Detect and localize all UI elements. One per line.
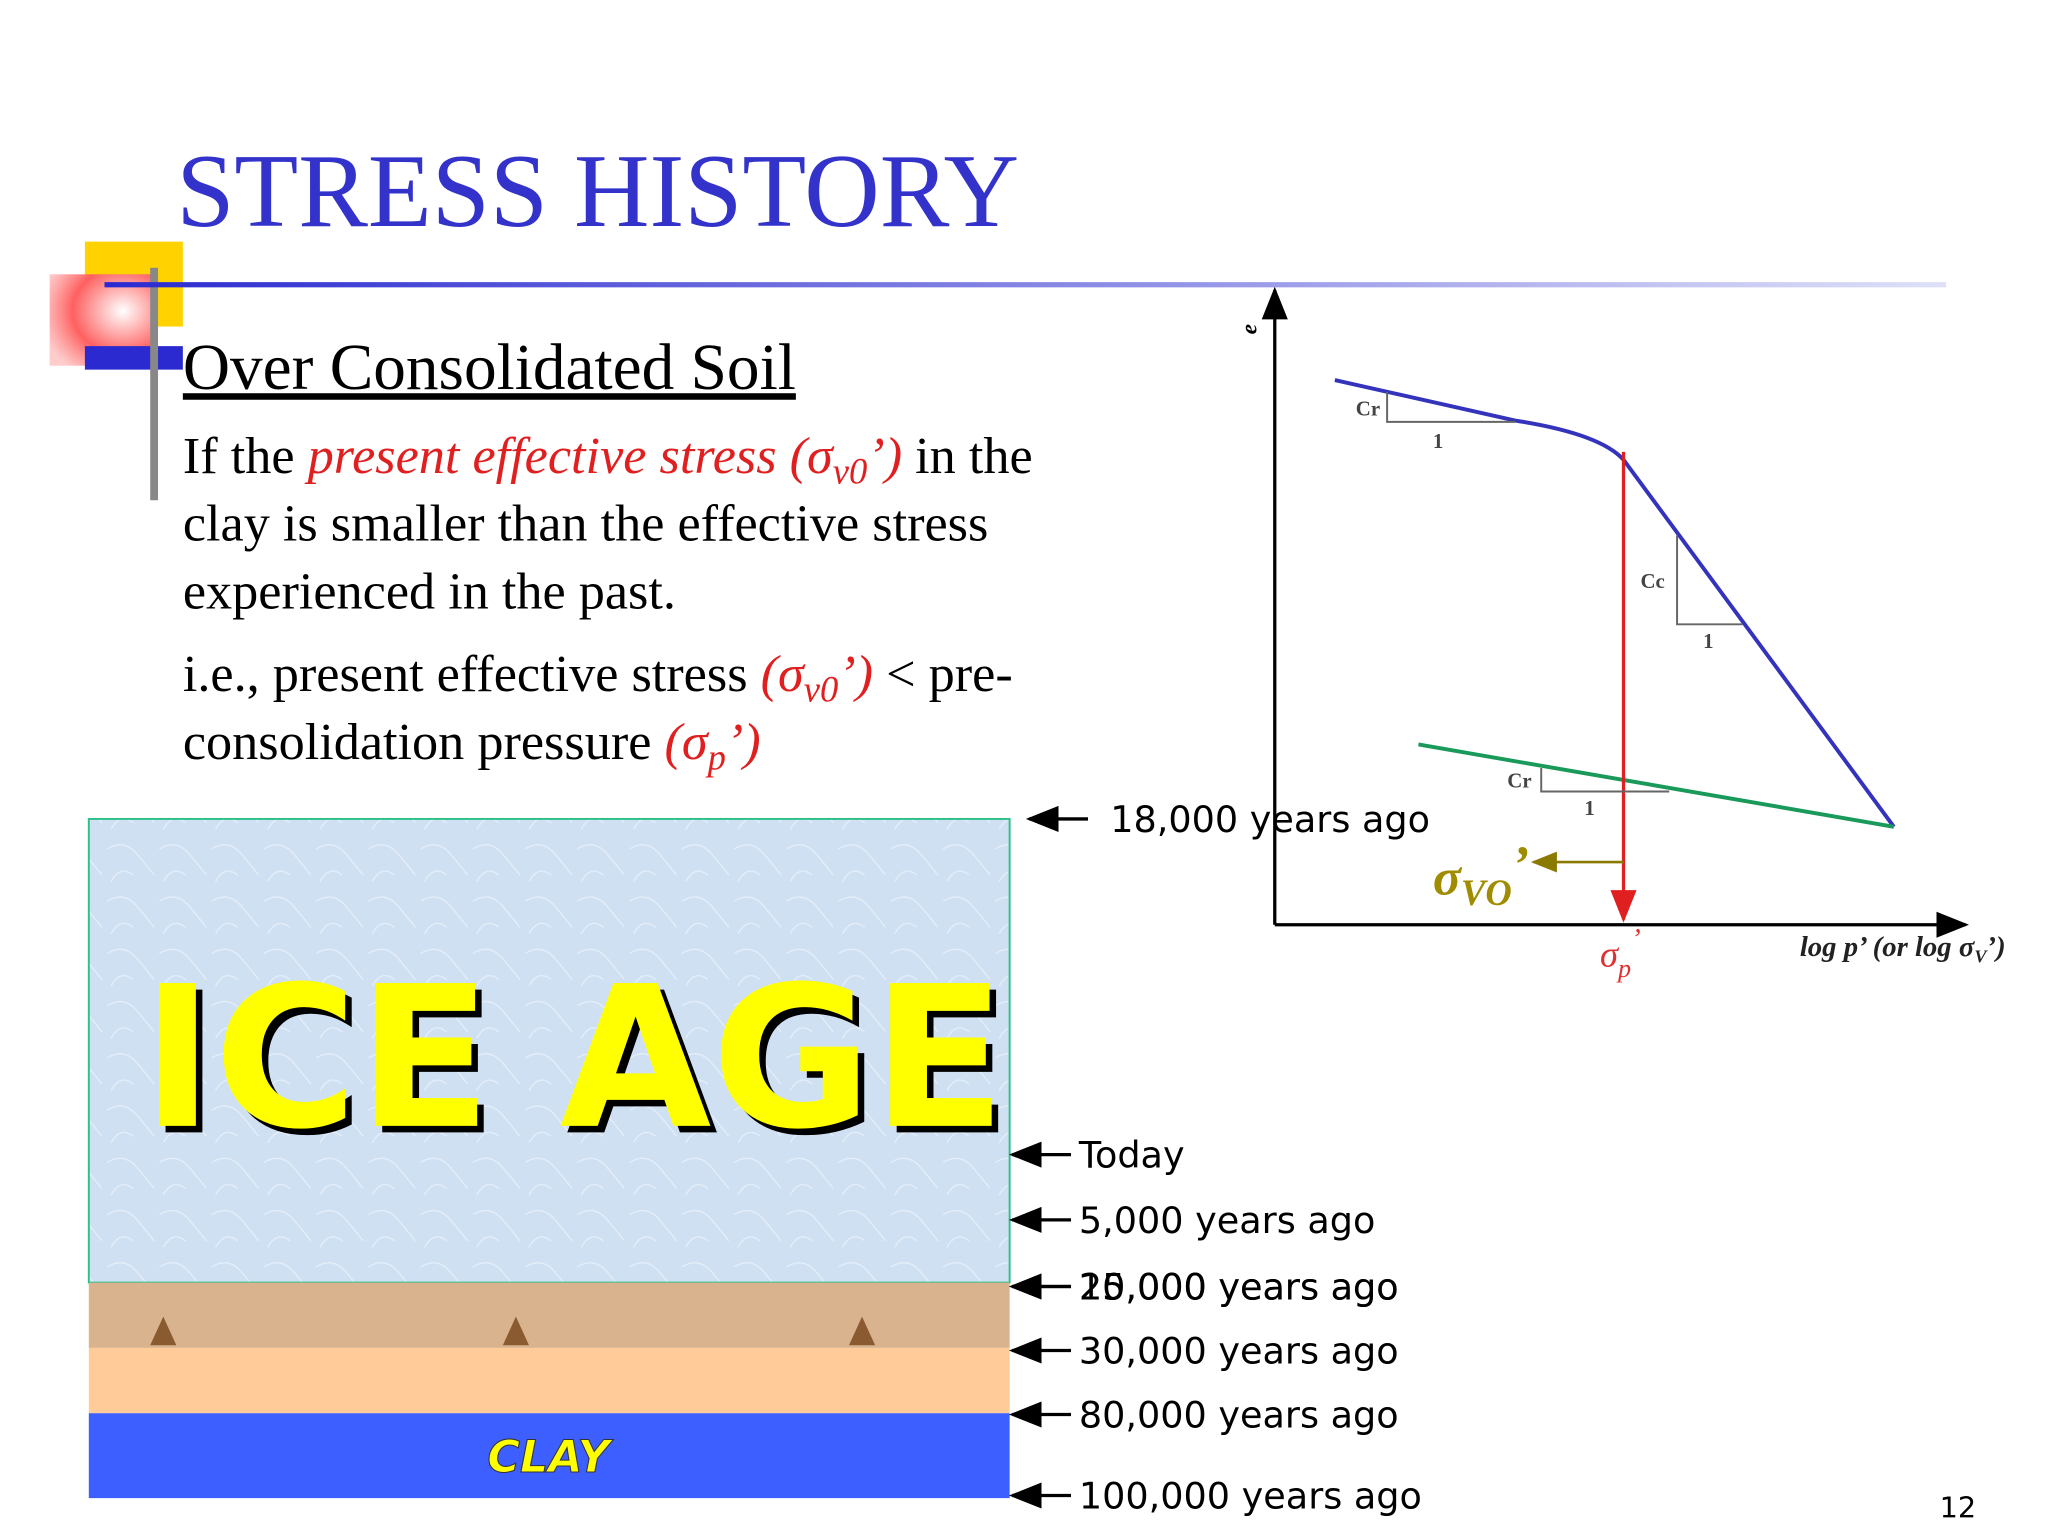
slope-label: 1: [1433, 429, 1443, 453]
body-text: If the present effective stress (σv0’) i…: [183, 427, 1033, 777]
decoration: [49, 241, 1947, 501]
text: ’: [1631, 923, 1641, 955]
subscript: VO: [1461, 872, 1512, 913]
text: ’): [726, 713, 761, 771]
e-log-p-diagram: Cr 1 Cc 1 Cr 1 e log p’ (or log σV’) σp’…: [1236, 286, 2006, 983]
text: σ: [1600, 934, 1620, 975]
ice-label-shadow: ICE AGE: [148, 951, 1013, 1179]
text-line: If the present effective stress (σv0’) i…: [183, 427, 1033, 491]
text: (σ: [664, 713, 709, 771]
slope-label: Cr: [1356, 396, 1380, 420]
subscript: p: [705, 736, 726, 777]
slope-label: 1: [1703, 629, 1713, 653]
sigma-p: σp’: [1600, 923, 1641, 983]
text: ’): [838, 645, 873, 703]
text: (σ: [761, 645, 806, 703]
text: ’): [867, 427, 902, 485]
sigma-vo: σVO’: [1433, 836, 1529, 914]
timeline-label: 15,000 years ago: [1079, 1266, 1399, 1309]
soil-illustration: ICE AGE ICE AGE CLAY: [87, 817, 1013, 1499]
timeline-label: 30,000 years ago: [1079, 1330, 1399, 1373]
ice-label: ICE AGE: [141, 945, 1006, 1173]
text: consolidation pressure: [183, 713, 665, 771]
text-line: clay is smaller than the effective stres…: [183, 495, 988, 553]
slope-label: Cr: [1507, 769, 1531, 793]
text: log p’ (or log σ: [1800, 931, 1976, 963]
text-line: i.e., present effective stress (σv0’) < …: [183, 645, 1013, 709]
text-line: experienced in the past.: [183, 563, 676, 621]
timeline-label: 80,000 years ago: [1079, 1394, 1399, 1437]
subscript: v0: [804, 668, 839, 709]
text: present effective stress (σ: [304, 427, 835, 485]
page-number: 12: [1940, 1491, 1977, 1525]
subscript: p: [1616, 954, 1631, 983]
text: If the: [183, 427, 308, 485]
slope-label: 1: [1584, 796, 1594, 820]
text: in the: [902, 427, 1033, 485]
text: i.e., present effective stress: [183, 645, 761, 703]
timeline: 18,000 years ago Today 5,000 years ago 15,0…: [1008, 798, 1430, 1518]
timeline-label: 20,000 years ago: [1079, 1266, 1399, 1309]
text: σ: [1433, 849, 1463, 907]
text: ’): [1987, 931, 2006, 963]
timeline-label: 100,000 years ago: [1079, 1475, 1422, 1518]
slope-label: Cc: [1640, 569, 1664, 593]
subscript: v0: [833, 450, 868, 491]
text: ’: [1512, 836, 1529, 894]
clay-label: CLAY: [487, 1432, 613, 1483]
x-axis-label: log p’ (or log σV’): [1800, 931, 2006, 967]
subtitle: Over Consolidated Soil: [183, 332, 796, 404]
title: STRESS HISTORY: [176, 133, 1019, 249]
y-axis-label: e: [1236, 324, 1262, 334]
timeline-label: Today: [1078, 1134, 1185, 1177]
subscript: V: [1974, 947, 1988, 967]
text-line: consolidation pressure (σp’): [183, 713, 761, 777]
timeline-label: 18,000 years ago: [1110, 798, 1430, 841]
timeline-label: 5,000 years ago: [1079, 1199, 1376, 1242]
text: < pre-: [873, 645, 1013, 703]
